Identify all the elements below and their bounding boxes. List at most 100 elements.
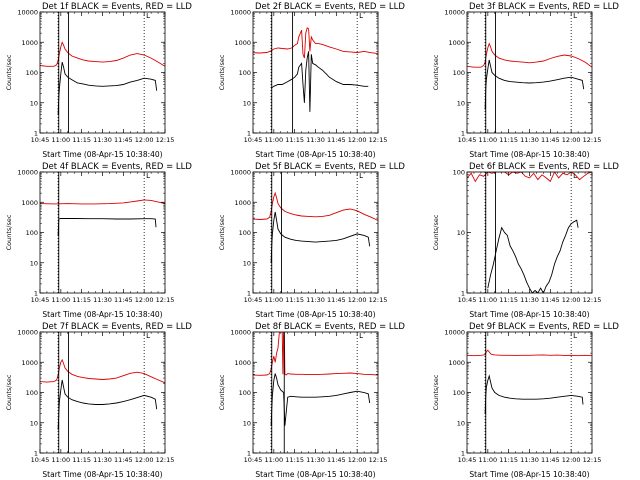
chart-title: Det 4f BLACK = Events, RED = LLD <box>42 162 192 172</box>
x-tick-label: 12:00 <box>348 456 367 464</box>
x-tick-label: 10:45 <box>457 456 476 464</box>
x-tick-label: 11:00 <box>478 296 497 304</box>
y-axis-label: Counts/sec <box>218 54 226 90</box>
y-axis-label: Counts/sec <box>5 54 13 90</box>
y-axis-label: Counts/sec <box>432 374 440 410</box>
y-tick-label: 1 <box>34 290 38 298</box>
y-tick-label: 1 <box>460 130 464 138</box>
panel-det-2f: Det 2f BLACK = Events, RED = LLD Counts/s… <box>213 0 426 160</box>
y-tick-label: 1 <box>247 130 251 138</box>
series-line-events <box>270 211 371 263</box>
x-tick-label: 11:00 <box>478 136 497 144</box>
x-tick-label: 11:15 <box>72 136 91 144</box>
y-tick-label: 10000 <box>231 329 252 337</box>
y-axis-label: Counts/sec <box>218 374 226 410</box>
x-tick-label: 12:00 <box>561 136 580 144</box>
x-axis-label: Start Time (08-Apr-15 10:38:40) <box>469 470 589 479</box>
y-tick-label: 100 <box>452 69 464 77</box>
x-tick-label: 11:15 <box>72 296 91 304</box>
chart-title: Det 7f BLACK = Events, RED = LLD <box>42 322 192 332</box>
y-tick-label: 100 <box>239 229 251 237</box>
chart-8f: Det 8f BLACK = Events, RED = LLD Counts/s… <box>218 322 405 479</box>
y-tick-label: 1 <box>460 290 464 298</box>
panel-det-4f: Det 4f BLACK = Events, RED = LLD Counts/s… <box>0 160 213 320</box>
y-tick-label: 10 <box>243 419 251 427</box>
y-tick-label: 10 <box>30 99 38 107</box>
x-tick-label: 10:45 <box>31 296 50 304</box>
chart-5f: Det 5f BLACK = Events, RED = LLD Counts/s… <box>218 162 405 319</box>
series-line-events <box>270 373 371 426</box>
x-axis-label: Start Time (08-Apr-15 10:38:40) <box>42 310 162 319</box>
y-tick-label: 1000 <box>21 199 38 207</box>
series-line-lld <box>40 199 165 205</box>
x-tick-label: 10:45 <box>457 296 476 304</box>
x-tick-label: 11:45 <box>114 456 133 464</box>
annotation-label: L <box>573 172 577 180</box>
y-tick-label: 100 <box>26 69 38 77</box>
chart-title: Det 6f BLACK = Events, RED = LLD <box>469 162 619 172</box>
x-axis-label: Start Time (08-Apr-15 10:38:40) <box>42 470 162 479</box>
x-tick-label: 12:00 <box>135 456 154 464</box>
x-tick-label: 10:45 <box>244 296 263 304</box>
y-tick-label: 1 <box>34 130 38 138</box>
chart-2f: Det 2f BLACK = Events, RED = LLD Counts/s… <box>218 2 405 159</box>
annotation-label: L <box>146 12 150 20</box>
y-tick-label: 1000 <box>448 39 465 47</box>
x-tick-label: 12:00 <box>348 296 367 304</box>
x-tick-label: 11:30 <box>93 136 112 144</box>
x-tick-label: 12:00 <box>348 136 367 144</box>
x-tick-label: 10:45 <box>31 456 50 464</box>
y-tick-label: 100 <box>452 169 464 177</box>
y-tick-label: 10000 <box>444 329 465 337</box>
x-tick-label: 11:15 <box>72 456 91 464</box>
y-tick-label: 10 <box>30 419 38 427</box>
x-tick-label: 11:45 <box>541 136 560 144</box>
y-tick-label: 1 <box>34 450 38 458</box>
annotation-label: L <box>146 172 150 180</box>
panel-det-5f: Det 5f BLACK = Events, RED = LLD Counts/s… <box>213 160 426 320</box>
y-tick-label: 1000 <box>235 199 252 207</box>
x-axis-label: Start Time (08-Apr-15 10:38:40) <box>256 310 376 319</box>
x-axis-label: Start Time (08-Apr-15 10:38:40) <box>256 150 376 159</box>
series-line-events <box>484 374 584 414</box>
x-tick-label: 11:15 <box>499 296 518 304</box>
chart-1f: Det 1f BLACK = Events, RED = LLD Counts/s… <box>5 2 192 159</box>
y-tick-label: 10000 <box>17 9 38 17</box>
x-tick-label: 11:30 <box>520 296 539 304</box>
y-tick-label: 1000 <box>235 359 252 367</box>
x-tick-label: 11:45 <box>541 296 560 304</box>
x-tick-label: 11:00 <box>51 136 70 144</box>
y-tick-label: 10000 <box>231 169 252 177</box>
y-tick-label: 10000 <box>231 9 252 17</box>
x-axis-label: Start Time (08-Apr-15 10:38:40) <box>469 150 589 159</box>
chart-4f: Det 4f BLACK = Events, RED = LLD Counts/s… <box>5 162 192 319</box>
x-tick-label: 12:00 <box>561 456 580 464</box>
x-tick-label: 11:00 <box>51 456 70 464</box>
series-line-events <box>57 61 158 115</box>
x-tick-label: 11:45 <box>114 296 133 304</box>
x-axis-label: Start Time (08-Apr-15 10:38:40) <box>469 310 589 319</box>
y-tick-label: 100 <box>26 229 38 237</box>
x-tick-label: 11:45 <box>327 136 346 144</box>
chart-3f: Det 3f BLACK = Events, RED = LLD Counts/s… <box>432 2 619 159</box>
series-line-lld <box>253 27 379 59</box>
annotation-label: L <box>573 12 577 20</box>
x-tick-label: 11:00 <box>265 456 284 464</box>
series-line-events <box>486 219 579 293</box>
y-tick-label: 10 <box>456 99 464 107</box>
chart-title: Det 3f BLACK = Events, RED = LLD <box>469 2 619 12</box>
y-tick-label: 10 <box>456 229 464 237</box>
x-tick-label: 12:00 <box>561 296 580 304</box>
x-tick-label: 12:15 <box>156 296 175 304</box>
annotation-label: L <box>359 12 363 20</box>
y-tick-label: 1 <box>247 450 251 458</box>
y-axis-label: Counts/sec <box>5 214 13 250</box>
series-line-events <box>57 218 157 236</box>
x-tick-label: 11:00 <box>265 136 284 144</box>
panel-det-1f: Det 1f BLACK = Events, RED = LLD Counts/s… <box>0 0 213 160</box>
y-tick-label: 10 <box>243 99 251 107</box>
y-tick-label: 1 <box>460 450 464 458</box>
x-tick-label: 12:15 <box>582 296 601 304</box>
panel-det-3f: Det 3f BLACK = Events, RED = LLD Counts/s… <box>427 0 640 160</box>
y-tick-label: 1000 <box>448 359 465 367</box>
